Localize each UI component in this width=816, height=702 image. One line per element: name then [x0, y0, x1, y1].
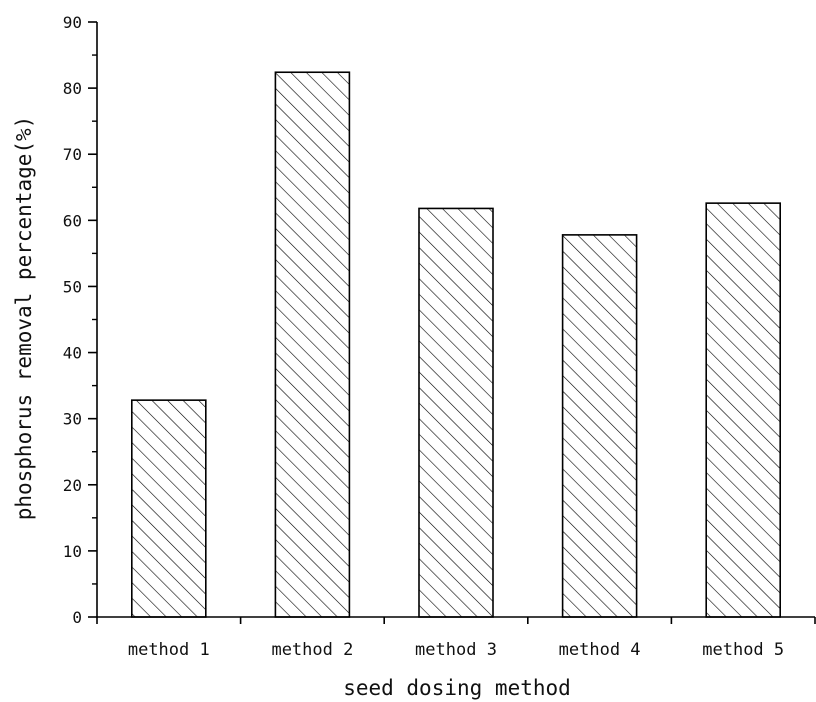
y-tick-label: 0	[72, 608, 82, 627]
x-tick-label: method 2	[271, 640, 353, 660]
y-axis-title: phosphorus removal percentage(%)	[12, 116, 36, 521]
x-tick-label: method 1	[128, 640, 210, 660]
x-axis-title: seed dosing method	[343, 676, 571, 700]
y-tick-label: 90	[63, 13, 82, 32]
bar-method-1	[131, 399, 207, 618]
axes	[88, 21, 816, 624]
y-tick-label: 70	[63, 145, 82, 164]
y-tick-label: 20	[63, 476, 82, 495]
bar-method-3	[418, 207, 494, 618]
y-tick-label: 60	[63, 211, 82, 230]
y-tick-label: 80	[63, 79, 82, 98]
y-tick-label: 40	[63, 344, 82, 363]
x-tick-label: method 3	[415, 640, 497, 660]
bars	[131, 71, 782, 618]
bar-method-2	[274, 71, 351, 618]
labels: 0 10 20 30 40 50 60 70 80 90 method 1 method 2 metho…	[63, 13, 784, 660]
y-tick-label: 10	[63, 542, 82, 561]
y-tick-label: 30	[63, 410, 82, 429]
bar-method-5	[705, 202, 782, 618]
x-tick-label: method 5	[702, 640, 784, 660]
bar-method-4	[561, 234, 638, 618]
y-tick-label: 50	[63, 277, 82, 296]
x-tick-label: method 4	[559, 640, 641, 660]
